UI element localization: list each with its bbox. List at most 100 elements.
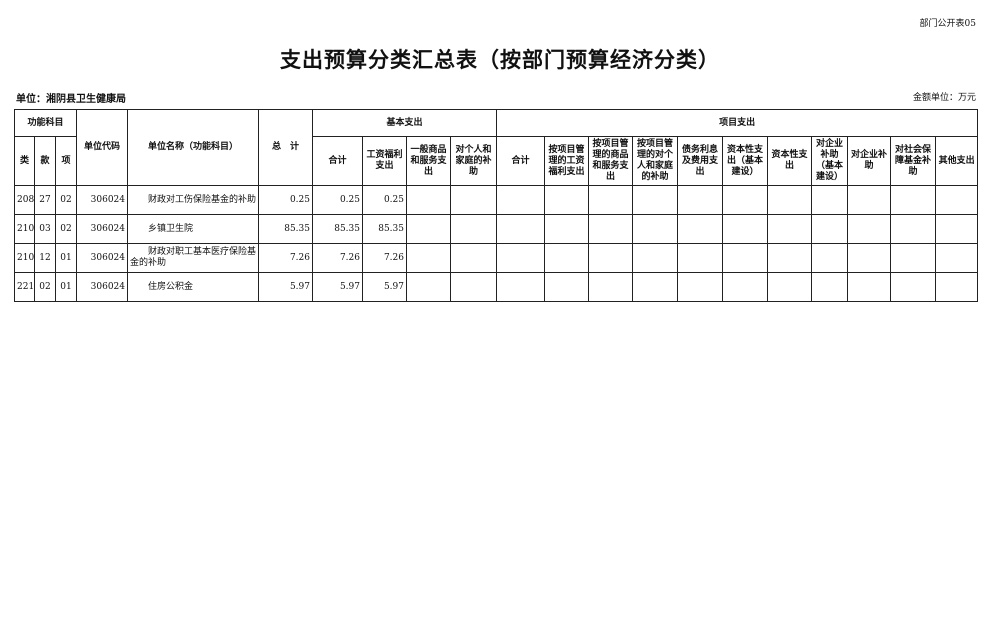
cell-empty bbox=[632, 214, 679, 244]
cell-lei: 221 bbox=[14, 272, 35, 302]
table-row: 210 12 01 306024 财政对职工基本医疗保险基金的补助 7.26 7.26 7.2… bbox=[14, 243, 979, 273]
header-project-col: 其他支出 bbox=[935, 136, 979, 186]
cell-empty bbox=[544, 214, 590, 244]
cell-total: 7.26 bbox=[258, 243, 313, 273]
cell-empty bbox=[496, 272, 546, 302]
header-basic-col: 对个人和家庭的补助 bbox=[449, 136, 498, 186]
cell-empty bbox=[890, 185, 937, 215]
cell-empty bbox=[811, 243, 849, 273]
cell-empty bbox=[767, 185, 813, 215]
cell-empty bbox=[632, 243, 679, 273]
cell-name: 财政对职工基本医疗保险基金的补助 bbox=[127, 243, 259, 273]
cell-empty bbox=[722, 214, 769, 244]
money-unit: 金额单位：万元 bbox=[912, 93, 976, 103]
cell-name: 财政对工伤保险基金的补助 bbox=[127, 185, 259, 215]
cell-empty bbox=[935, 185, 979, 215]
header-project-col: 资本性支出（基本建设） bbox=[722, 136, 769, 186]
cell-basic_total: 7.26 bbox=[312, 243, 363, 273]
cell-total: 5.97 bbox=[258, 272, 313, 302]
header-project: 项目支出 bbox=[496, 109, 979, 137]
cell-code: 306024 bbox=[76, 214, 128, 244]
cell-lei: 210 bbox=[14, 243, 35, 273]
header-project-col: 按项目管理的工资福利支出 bbox=[544, 136, 590, 186]
table-row: 208 27 02 306024 财政对工伤保险基金的补助 0.25 0.25 0.25 bbox=[14, 185, 979, 215]
header-basic-col: 合计 bbox=[312, 136, 363, 186]
header-xiang: 项 bbox=[55, 136, 77, 186]
header-project-col: 债务利息及费用支出 bbox=[677, 136, 724, 186]
cell-empty bbox=[722, 185, 769, 215]
unit-label: 单位：湘阴县卫生健康局 bbox=[16, 94, 126, 105]
cell-lei: 210 bbox=[14, 214, 35, 244]
cell-xiang: 02 bbox=[55, 214, 77, 244]
cell-code: 306024 bbox=[76, 243, 128, 273]
cell-empty bbox=[811, 185, 849, 215]
cell-empty bbox=[406, 214, 451, 244]
cell-empty bbox=[449, 214, 498, 244]
cell-empty bbox=[890, 214, 937, 244]
cell-empty bbox=[632, 185, 679, 215]
cell-empty bbox=[449, 272, 498, 302]
header-unit-name: 单位名称（功能科目） bbox=[127, 109, 259, 186]
cell-empty bbox=[496, 214, 546, 244]
cell-empty bbox=[722, 243, 769, 273]
cell-empty bbox=[588, 243, 634, 273]
cell-empty bbox=[811, 272, 849, 302]
cell-kuan: 12 bbox=[34, 243, 56, 273]
cell-empty bbox=[544, 272, 590, 302]
budget-table: 功能科目 单位代码 单位名称（功能科目） 总 计 基本支出 项目支出 类 款 项… bbox=[14, 109, 979, 302]
cell-code: 306024 bbox=[76, 272, 128, 302]
cell-empty bbox=[496, 185, 546, 215]
form-code: 部门公开表05 bbox=[919, 19, 976, 29]
cell-empty bbox=[847, 243, 892, 273]
cell-empty bbox=[767, 214, 813, 244]
cell-empty bbox=[767, 243, 813, 273]
cell-empty bbox=[406, 272, 451, 302]
cell-kuan: 02 bbox=[34, 272, 56, 302]
cell-basic_total: 5.97 bbox=[312, 272, 363, 302]
cell-empty bbox=[677, 185, 724, 215]
cell-basic_total: 85.35 bbox=[312, 214, 363, 244]
cell-empty bbox=[632, 272, 679, 302]
cell-empty bbox=[935, 243, 979, 273]
cell-salary: 5.97 bbox=[362, 272, 407, 302]
header-kuan: 款 bbox=[34, 136, 56, 186]
cell-empty bbox=[544, 243, 590, 273]
header-project-col: 对企业补助 bbox=[847, 136, 892, 186]
header-basic-col: 工资福利支出 bbox=[362, 136, 407, 186]
cell-empty bbox=[847, 214, 892, 244]
cell-name: 乡镇卫生院 bbox=[127, 214, 259, 244]
header-basic: 基本支出 bbox=[311, 109, 498, 137]
cell-empty bbox=[544, 185, 590, 215]
cell-empty bbox=[677, 272, 724, 302]
cell-total: 0.25 bbox=[258, 185, 313, 215]
cell-empty bbox=[935, 214, 979, 244]
header-func: 功能科目 bbox=[14, 109, 77, 137]
cell-xiang: 01 bbox=[55, 272, 77, 302]
cell-empty bbox=[677, 243, 724, 273]
cell-empty bbox=[496, 243, 546, 273]
cell-empty bbox=[890, 272, 937, 302]
cell-empty bbox=[847, 185, 892, 215]
header-project-col: 对企业补助（基本建设） bbox=[811, 136, 849, 186]
cell-empty bbox=[588, 272, 634, 302]
header-basic-col: 一般商品和服务支出 bbox=[406, 136, 451, 186]
header-total: 总 计 bbox=[258, 109, 313, 186]
page-title: 支出预算分类汇总表（按部门预算经济分类） bbox=[280, 47, 720, 72]
cell-salary: 0.25 bbox=[362, 185, 407, 215]
header-project-col: 资本性支出 bbox=[767, 136, 813, 186]
header-project-col: 按项目管理的对个人和家庭的补助 bbox=[632, 136, 679, 186]
cell-total: 85.35 bbox=[258, 214, 313, 244]
table-row: 210 03 02 306024 乡镇卫生院 85.35 85.35 85.35 bbox=[14, 214, 979, 244]
cell-empty bbox=[406, 243, 451, 273]
table-row: 221 02 01 306024 住房公积金 5.97 5.97 5.97 bbox=[14, 272, 979, 302]
cell-empty bbox=[935, 272, 979, 302]
cell-empty bbox=[847, 272, 892, 302]
cell-empty bbox=[677, 214, 724, 244]
cell-basic_total: 0.25 bbox=[312, 185, 363, 215]
cell-name: 住房公积金 bbox=[127, 272, 259, 302]
cell-empty bbox=[811, 214, 849, 244]
cell-code: 306024 bbox=[76, 185, 128, 215]
cell-lei: 208 bbox=[14, 185, 35, 215]
cell-kuan: 27 bbox=[34, 185, 56, 215]
header-unit-code: 单位代码 bbox=[76, 109, 128, 186]
